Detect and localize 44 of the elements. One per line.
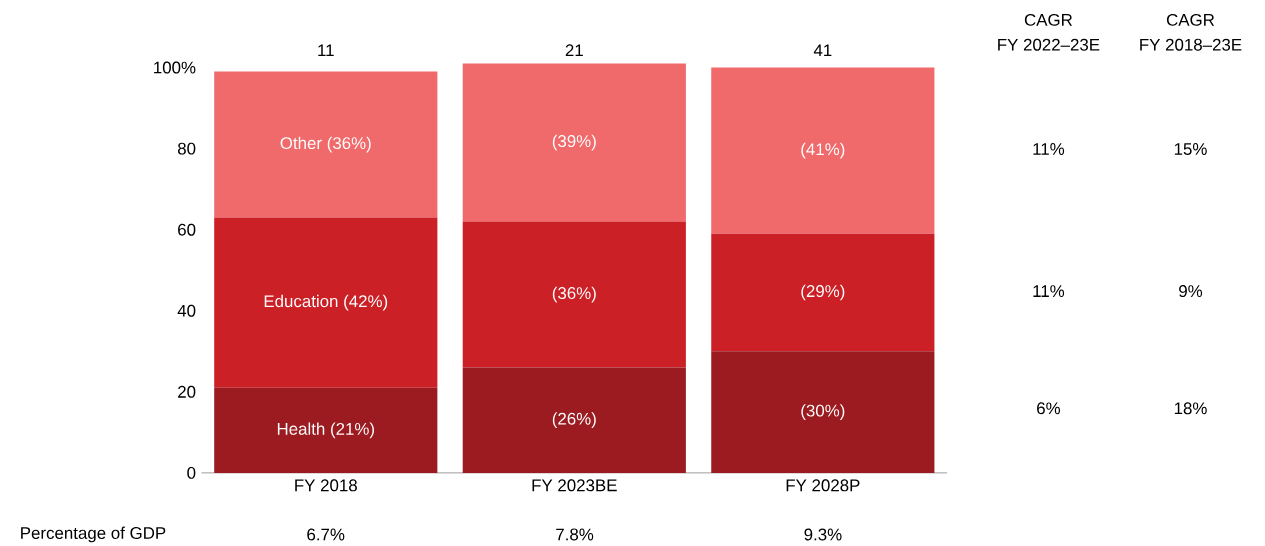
text: FY 2018–23E: [1140, 38, 1242, 51]
y-tick-label: 20: [178, 385, 196, 398]
data-label: (30%): [801, 404, 845, 420]
text: 11%: [1033, 142, 1065, 155]
bar: [711, 67, 935, 234]
data-label: (41%): [801, 142, 845, 159]
data-label: Health (21%): [277, 422, 374, 438]
text: 9%: [1179, 284, 1203, 297]
bar: [214, 217, 438, 388]
x-tick-label: FY 2028P: [786, 479, 860, 492]
text: 11%: [1033, 284, 1065, 297]
text: CAGR: [1166, 13, 1215, 26]
text: 18%: [1174, 402, 1207, 415]
y-tick-label: 80: [177, 142, 196, 155]
bar: [462, 367, 686, 473]
bar: [214, 71, 438, 218]
y-tick-label: 60: [178, 223, 196, 236]
bar: [214, 387, 438, 473]
data-label: Education (42%): [264, 294, 388, 311]
data-label: (36%): [552, 286, 596, 303]
annotation: 21: [565, 44, 583, 56]
annotation: 41: [813, 44, 832, 56]
y-tick-label: 100%: [154, 61, 196, 74]
y-tick-label: 40: [177, 304, 196, 317]
annotation: 11: [318, 44, 334, 56]
x-tick-label: FY 2018: [295, 479, 357, 492]
data-label: (29%): [801, 284, 845, 301]
data-label: Other (36%): [280, 136, 371, 153]
text: CAGR: [1024, 13, 1073, 26]
text: 7.8%: [556, 528, 594, 541]
data-label: (26%): [552, 412, 596, 428]
bar: [462, 63, 686, 222]
bar: [711, 351, 935, 473]
x-tick-label: FY 2023BE: [532, 479, 617, 492]
bar: [462, 221, 686, 368]
text: Percentage of GDP: [21, 526, 166, 543]
text: FY 2022–23E: [998, 38, 1100, 51]
y-tick-label: 0: [187, 466, 196, 479]
text: 6%: [1037, 402, 1061, 415]
text: 9.3%: [804, 528, 842, 541]
text: 15%: [1174, 142, 1207, 155]
bar: [711, 233, 935, 352]
text: 6.7%: [307, 528, 345, 541]
data-label: (39%): [552, 134, 596, 151]
